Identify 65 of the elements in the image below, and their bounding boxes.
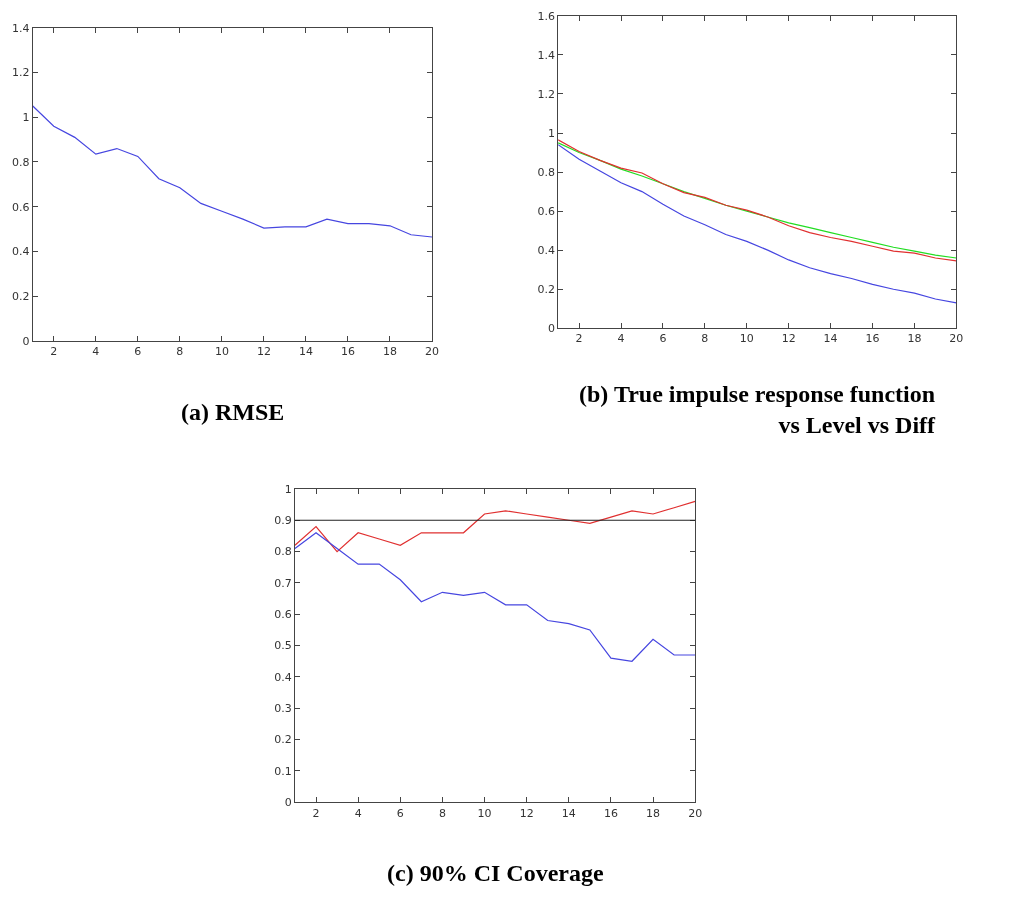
- y-tick-label: 1.2: [12, 66, 30, 80]
- x-tick-label: 16: [865, 332, 880, 346]
- y-tick-label: 0.4: [537, 244, 555, 258]
- x-tick-label: 8: [701, 332, 709, 346]
- text: (b) True impulse response function vs Level vs Diff: [579, 381, 937, 439]
- y-tick-label: 1: [547, 126, 555, 140]
- x-tick-label: 18: [907, 332, 922, 346]
- y-tick-label: 0: [22, 334, 30, 348]
- line-series: [294, 500, 696, 553]
- y-tick-label: 0.3: [274, 702, 292, 716]
- y-tick-label: 0.6: [537, 204, 555, 218]
- x-tick-label: 2: [312, 806, 320, 820]
- x-tick-label: 18: [646, 806, 661, 820]
- x-tick-label: 6: [396, 806, 404, 820]
- y-tick-label: 0.4: [12, 245, 30, 259]
- x-tick-label: 14: [298, 345, 313, 359]
- y-tick-label: 1.4: [12, 21, 30, 35]
- x-tick-label: 14: [823, 332, 838, 346]
- y-tick-label: 0.2: [274, 733, 292, 747]
- x-tick-label: 20: [425, 345, 439, 359]
- x-tick-label: 18: [382, 345, 397, 359]
- y-tick-label: 1: [22, 111, 30, 125]
- y-tick-label: 0.2: [537, 283, 555, 297]
- x-tick-label: 2: [575, 332, 583, 346]
- x-tick-label: 12: [781, 332, 796, 346]
- x-tick-label: 4: [617, 332, 625, 346]
- y-tick-label: 0.8: [274, 545, 292, 559]
- y-tick-label: 0.2: [12, 290, 30, 304]
- x-tick-label: 20: [949, 332, 964, 346]
- x-tick-label: 20: [688, 806, 703, 820]
- text: (a) RMSE: [181, 399, 285, 425]
- x-tick-label: 4: [354, 806, 362, 820]
- y-tick-label: 0: [547, 322, 555, 336]
- y-tick-label: 0.1: [274, 764, 292, 778]
- y-tick-label: 0.9: [274, 514, 292, 528]
- x-tick-label: 14: [561, 806, 576, 820]
- x-tick-label: 10: [477, 806, 492, 820]
- x-tick-label: 16: [340, 345, 355, 359]
- y-tick-label: 1: [284, 482, 292, 496]
- x-tick-label: 4: [92, 345, 100, 359]
- x-tick-label: 6: [659, 332, 667, 346]
- x-tick-label: 12: [519, 806, 534, 820]
- x-tick-label: 2: [50, 345, 58, 359]
- y-tick-label: 0.5: [274, 639, 292, 653]
- x-tick-label: 8: [438, 806, 446, 820]
- y-tick-label: 1.2: [537, 87, 555, 101]
- x-tick-label: 10: [739, 332, 754, 346]
- y-tick-label: 0.6: [12, 200, 30, 214]
- x-tick-label: 6: [134, 345, 142, 359]
- y-tick-label: 0: [284, 796, 292, 810]
- x-tick-label: 8: [176, 345, 184, 359]
- line-series: [294, 532, 696, 662]
- x-tick-label: 12: [256, 345, 271, 359]
- text: (c) 90% CI Coverage: [387, 860, 604, 886]
- line-series: [558, 144, 957, 304]
- line-series: [32, 105, 432, 238]
- y-tick-label: 0.7: [274, 576, 292, 590]
- y-tick-label: 0.8: [537, 165, 555, 179]
- y-tick-label: 1.4: [537, 48, 555, 62]
- y-tick-label: 0.4: [274, 670, 292, 684]
- x-tick-label: 16: [603, 806, 618, 820]
- y-tick-label: 0.6: [274, 608, 292, 622]
- y-tick-label: 0.8: [12, 155, 30, 169]
- x-tick-label: 10: [214, 345, 229, 359]
- y-tick-label: 1.6: [537, 9, 555, 23]
